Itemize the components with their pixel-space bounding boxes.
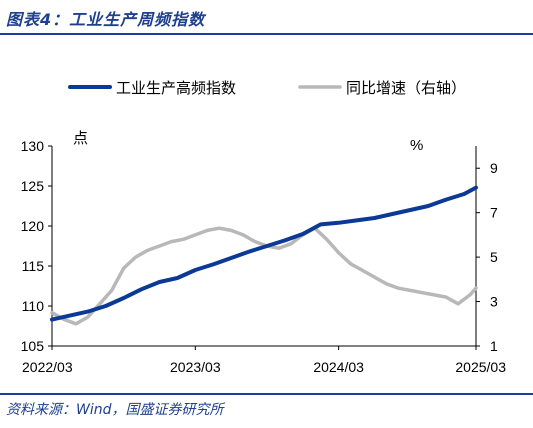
- title-divider: [0, 33, 533, 35]
- source-note: 资料来源：Wind，国盛证券研究所: [6, 402, 224, 418]
- source-divider: [0, 393, 533, 395]
- legend-label: 同比增速（右轴）: [346, 80, 466, 97]
- right-tick-label: 7: [490, 205, 498, 221]
- x-tick-label: 2022/03: [22, 359, 73, 375]
- chart-legend: 工业生产高频指数 同比增速（右轴）: [68, 80, 466, 97]
- series-line-yoy: [50, 226, 478, 326]
- series-line-index: [50, 185, 478, 322]
- left-tick-label: 110: [22, 298, 45, 314]
- left-tick-label: 125: [21, 178, 45, 194]
- left-tick-label: 130: [21, 138, 45, 154]
- right-tick-label: 9: [490, 160, 498, 176]
- x-tick-label: 2024/03: [313, 359, 364, 375]
- legend-label: 工业生产高频指数: [116, 80, 236, 97]
- left-tick-label: 105: [21, 338, 45, 354]
- right-tick-label: 3: [490, 294, 498, 310]
- chart-series: [50, 185, 478, 326]
- x-tick-label: 2025/03: [455, 359, 506, 375]
- left-tick-label: 115: [22, 258, 45, 274]
- figure-title: 图表4：工业生产周频指数: [6, 10, 206, 29]
- right-tick-label: 5: [490, 249, 498, 265]
- x-tick-label: 2023/03: [170, 359, 221, 375]
- chart-axes: 105 110 115 120 125 130 点 1 3 5 7 9% 2022/03 2023/03 2…: [21, 130, 507, 375]
- right-axis-unit: %: [410, 137, 423, 154]
- left-axis-unit: 点: [73, 130, 88, 147]
- right-tick-label: 1: [490, 338, 498, 354]
- left-tick-label: 120: [21, 218, 45, 234]
